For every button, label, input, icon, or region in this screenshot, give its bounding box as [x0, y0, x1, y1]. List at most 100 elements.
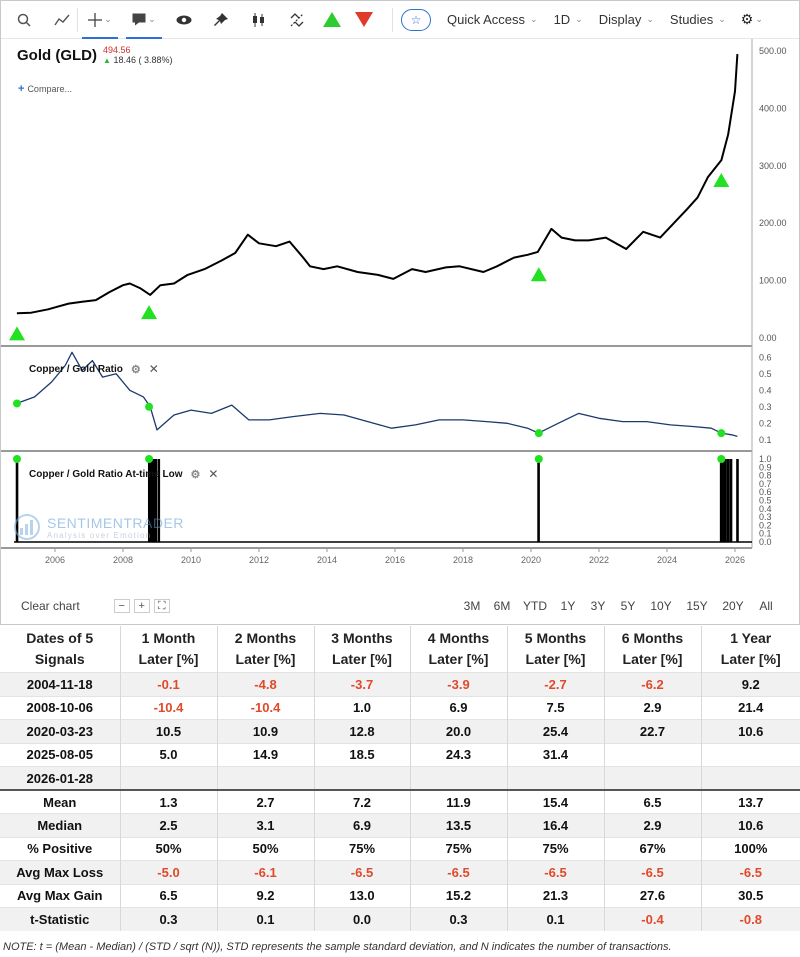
value-cell [507, 766, 605, 790]
value-cell: -0.8 [701, 907, 800, 931]
gear-icon[interactable]: ⚙ [130, 363, 141, 376]
range-20y[interactable]: 20Y [722, 599, 744, 613]
value-cell: 9.2 [701, 672, 800, 696]
header-line-1: 3 Months [331, 630, 393, 646]
compare-arrows-icon[interactable] [278, 1, 316, 39]
favorite-button[interactable]: ☆ [393, 1, 439, 39]
signal-dot [717, 429, 726, 438]
quick-access-label: Quick Access [447, 12, 526, 27]
y-tick-label: 0.8 [759, 471, 772, 481]
y-tick-label: 0.4 [759, 385, 772, 395]
studies-menu[interactable]: Studies ⌄ [662, 12, 734, 27]
candlestick-icon[interactable] [240, 1, 278, 39]
y-tick-label: 300.00 [759, 161, 787, 171]
close-icon[interactable]: ✕ [208, 467, 219, 481]
range-1y[interactable]: 1Y [560, 599, 576, 613]
value-cell: 2.9 [604, 695, 702, 720]
value-cell: 7.5 [507, 695, 605, 720]
summary-row: Median 2.5 3.1 6.9 13.5 16.4 2.9 10.6 [0, 813, 800, 837]
value-cell: 13.7 [701, 789, 800, 814]
buy-signal-marker [530, 267, 547, 282]
signal-spike [152, 459, 155, 542]
value-cell: 2.5 [120, 813, 218, 837]
signal-spike [722, 459, 725, 542]
watermark: SENTIMENTRADER Analysis over Emotion [13, 513, 184, 541]
value-cell: 2.7 [217, 789, 315, 814]
value-cell: 22.7 [604, 719, 702, 743]
value-cell: -4.8 [217, 672, 315, 696]
down-triangle-icon[interactable] [348, 1, 380, 39]
signal-dot [145, 402, 154, 411]
signal-dot [534, 455, 543, 463]
value-cell: -6.5 [507, 860, 605, 884]
crosshair-button[interactable]: ⌄ [78, 1, 122, 39]
price-change: ▲ 18.46 ( 3.88%) [103, 55, 172, 65]
quick-access-menu[interactable]: Quick Access ⌄ [439, 12, 546, 27]
value-cell: -3.9 [410, 672, 508, 696]
column-header: Dates of 5 Signals [0, 626, 121, 673]
range-5y[interactable]: 5Y [620, 599, 636, 613]
chart-container[interactable]: ⌄ ⌄ ☆ Quick Access ⌄ 1D ⌄ Display ⌄ Studies [0, 0, 800, 625]
y-tick-label: 500.00 [759, 46, 787, 56]
gear-icon[interactable]: ⚙ [190, 468, 201, 481]
display-label: Display [598, 12, 642, 27]
search-icon[interactable] [1, 1, 47, 39]
value-cell: 3.1 [217, 813, 315, 837]
header-line-1: 1 Month [141, 630, 196, 646]
row-label-cell: 2004-11-18 [0, 672, 121, 696]
x-tick-label: 2022 [589, 555, 609, 565]
value-cell: 6.9 [410, 695, 508, 720]
comment-button[interactable]: ⌄ [122, 1, 166, 39]
value-cell: 67% [604, 836, 702, 861]
value-cell: 16.4 [507, 813, 605, 837]
header-line-1: Dates of 5 [26, 630, 94, 646]
y-tick-label: 0.3 [759, 402, 772, 412]
draw-line-icon[interactable] [47, 1, 77, 39]
header-line-2: Signals [34, 651, 85, 667]
value-cell: -6.5 [410, 860, 508, 884]
signal-dot [145, 455, 154, 463]
summary-row: Avg Max Loss -5.0 -6.1 -6.5 -6.5 -6.5 -6.5 -6.5 [0, 860, 800, 884]
range-15y[interactable]: 15Y [686, 599, 708, 613]
y-tick-label: 0.9 [759, 462, 772, 472]
pin-icon[interactable] [202, 1, 240, 39]
row-label-cell: 2026-01-28 [0, 766, 121, 790]
summary-row: % Positive 50% 50% 75% 75% 75% 67% 100% [0, 836, 800, 861]
low-panel-label: Copper / Gold Ratio At-time Low ⚙ ✕ [29, 467, 218, 481]
compare-button[interactable]: + Compare... [18, 83, 72, 95]
settings-button[interactable]: ⚙ ⌄ [734, 1, 770, 39]
y-tick-label: 0.5 [759, 369, 772, 379]
y-tick-label: 200.00 [759, 218, 787, 228]
value-cell: -2.7 [507, 672, 605, 696]
value-cell: 0.3 [410, 907, 508, 931]
range-3m[interactable]: 3M [463, 599, 481, 613]
range-all[interactable]: All [759, 599, 773, 613]
signal-row: 2008-10-06 -10.4 -10.4 1.0 6.9 7.5 2.9 21.4 [0, 695, 800, 720]
x-tick-label: 2008 [113, 555, 133, 565]
range-3y[interactable]: 3Y [590, 599, 606, 613]
buy-signal-marker [9, 326, 26, 341]
signal-spike [729, 459, 733, 542]
row-label-cell: % Positive [0, 836, 121, 861]
up-triangle-icon[interactable] [316, 1, 348, 39]
zoom-in-button[interactable]: + [133, 599, 150, 613]
display-menu[interactable]: Display ⌄ [591, 12, 662, 27]
range-ytd[interactable]: YTD [523, 599, 547, 613]
chart-plot-area[interactable]: 0.00100.00200.00300.00400.00500.000.10.2… [1, 39, 799, 591]
close-icon[interactable]: ✕ [148, 362, 159, 376]
value-cell: -10.4 [120, 695, 218, 720]
value-cell: 100% [701, 836, 800, 861]
column-header: 6 Months Later [%] [604, 626, 702, 673]
zoom-fit-button[interactable]: ⛶ [153, 599, 170, 613]
eye-icon[interactable] [166, 1, 202, 39]
value-cell: 50% [217, 836, 315, 861]
zoom-out-button[interactable]: − [113, 599, 130, 613]
interval-menu[interactable]: 1D ⌄ [546, 12, 591, 27]
clear-chart-button[interactable]: Clear chart [21, 599, 80, 613]
value-cell [604, 766, 702, 790]
value-cell: 25.4 [507, 719, 605, 743]
signal-spike [719, 459, 723, 542]
value-cell [410, 766, 508, 790]
range-6m[interactable]: 6M [493, 599, 511, 613]
range-10y[interactable]: 10Y [650, 599, 672, 613]
